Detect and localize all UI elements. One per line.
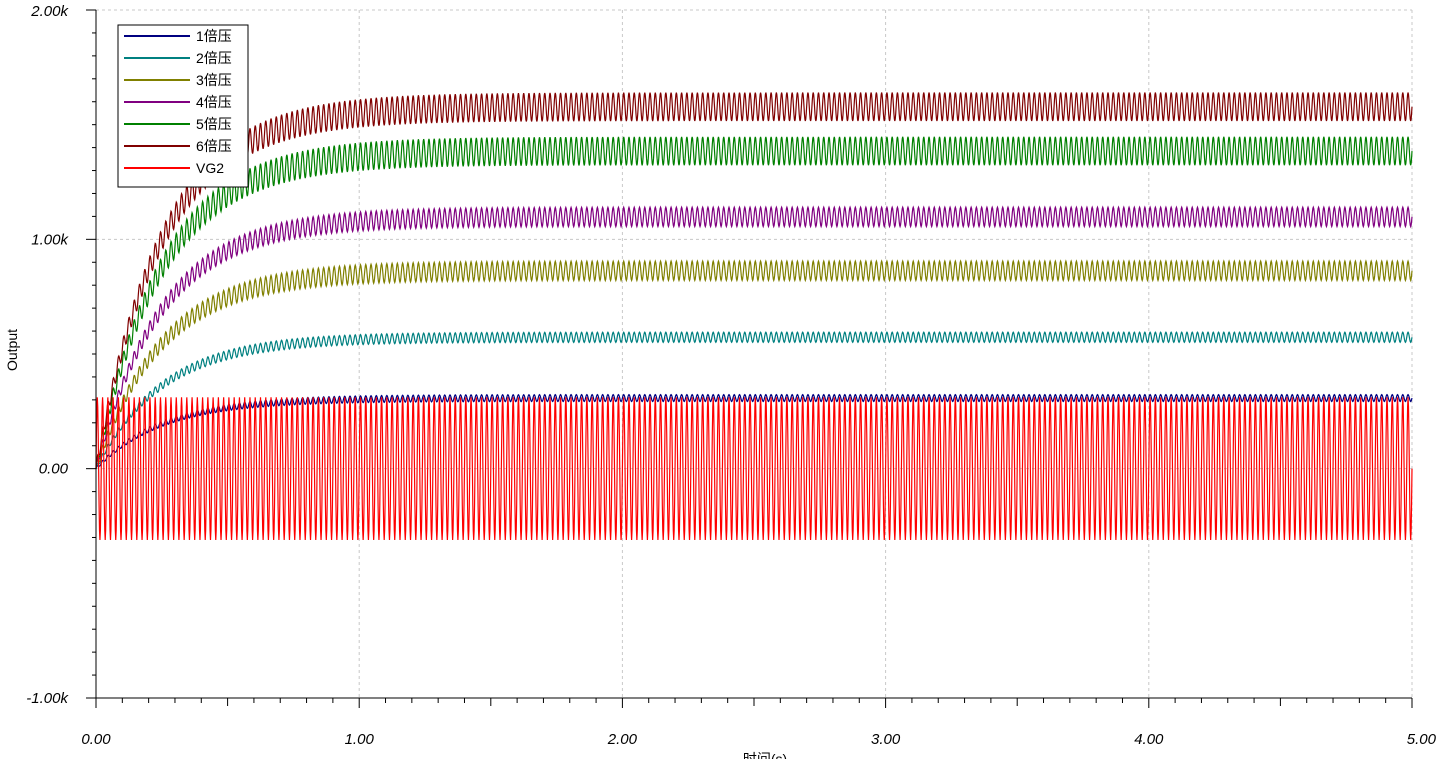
axes: 0.00 1.00 2.00 3.00 4.00 5.00 -1.00k 0.00 1.00k 2… (26, 3, 1436, 748)
y-axis-label: Output (4, 329, 20, 371)
y-tick-label: 2.00k (30, 3, 69, 20)
x-tick-label: 2.00 (607, 731, 638, 748)
grid-lines (96, 9, 1413, 698)
legend[interactable]: 1倍压 2倍压 3倍压 4倍压 5倍压 6倍压 VG2 (117, 24, 249, 188)
legend-label: 5倍压 (196, 116, 232, 132)
x-tick-label: 5.00 (1407, 731, 1437, 748)
y-tick-label: -1.00k (26, 690, 69, 707)
legend-label: 2倍压 (196, 50, 232, 66)
legend-label: 6倍压 (196, 138, 232, 154)
legend-label: 1倍压 (196, 28, 232, 44)
series-line-7 (95, 397, 1413, 541)
legend-label: 3倍压 (196, 72, 232, 88)
y-tick-label: 1.00k (31, 231, 69, 248)
x-axis-label: 时间(s) (743, 751, 787, 759)
series-line-2 (95, 331, 1413, 469)
x-tick-label: 1.00 (345, 731, 375, 748)
x-tick-label: 4.00 (1134, 731, 1164, 748)
series-lines (95, 92, 1413, 541)
series-line-5 (95, 136, 1413, 469)
y-tick-label: 0.00 (39, 461, 69, 478)
series-line-4 (95, 205, 1413, 469)
legend-label: VG2 (196, 160, 224, 176)
series-line-6 (95, 92, 1413, 469)
legend-label: 4倍压 (196, 94, 232, 110)
x-tick-label: 0.00 (81, 731, 111, 748)
legend-box (117, 24, 249, 188)
series-line-1 (95, 393, 1413, 469)
series-line-3 (95, 259, 1413, 469)
x-tick-label: 3.00 (871, 731, 901, 748)
